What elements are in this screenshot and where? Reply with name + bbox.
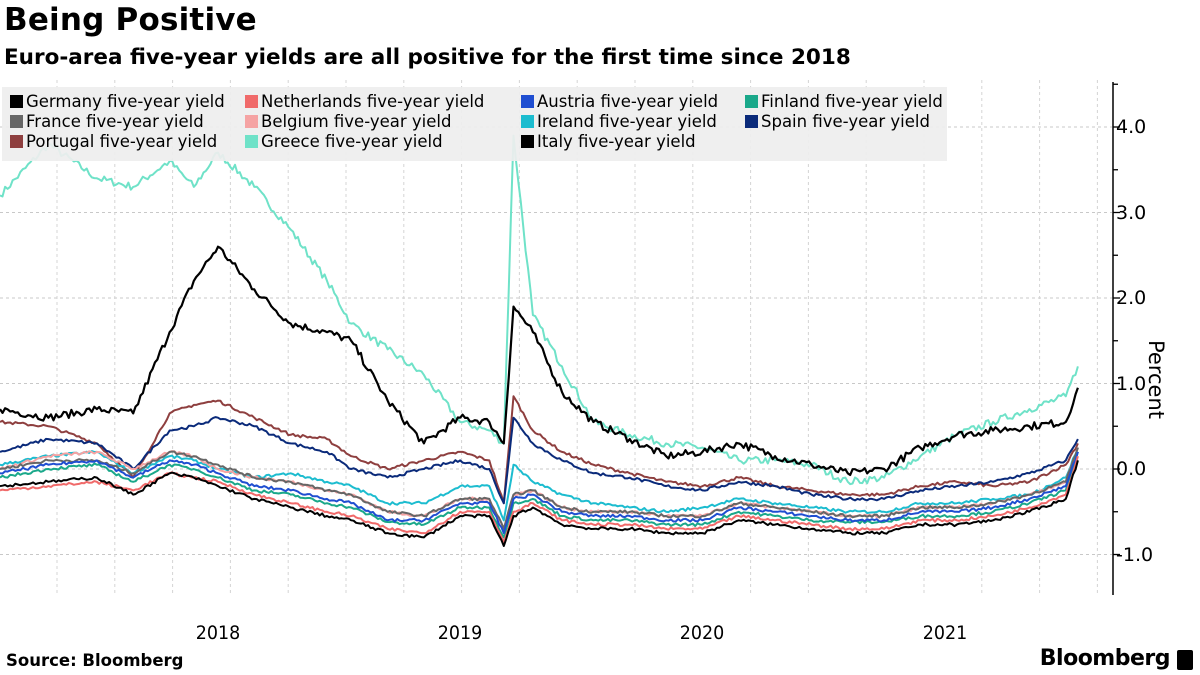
legend-label: Portugal five-year yield: [26, 132, 218, 151]
legend-swatch: [10, 135, 23, 148]
legend-swatch: [521, 135, 534, 148]
legend: Germany five-year yield Netherlands five-…: [2, 87, 947, 161]
legend-label: Belgium five-year yield: [261, 112, 452, 131]
series-lines: [0, 134, 1079, 547]
series-line-netherlands: [0, 455, 1079, 543]
legend-item: Germany five-year yield: [10, 92, 225, 112]
y-tick-label: 2.0: [1116, 287, 1147, 309]
legend-label: France five-year yield: [26, 112, 204, 131]
legend-item: Netherlands five-year yield: [245, 92, 484, 112]
legend-swatch: [245, 135, 258, 148]
chart-subtitle: Euro-area five-year yields are all posit…: [4, 45, 851, 70]
legend-item: Austria five-year yield: [521, 92, 718, 112]
y-tick-label: 1.0: [1116, 372, 1147, 395]
legend-swatch: [245, 95, 258, 108]
legend-swatch: [521, 115, 534, 128]
series-line-ireland: [0, 447, 1079, 522]
series-line-greece: [0, 134, 1079, 486]
legend-label: Germany five-year yield: [26, 92, 225, 111]
series-line-austria: [0, 451, 1079, 535]
source-note: Source: Bloomberg: [6, 651, 184, 670]
legend-label: Finland five-year yield: [761, 92, 943, 111]
bloomberg-logo: Bloomberg: [1039, 646, 1171, 671]
y-tick-label: -1.0: [1116, 543, 1154, 566]
series-line-germany: [0, 460, 1079, 547]
series-line-spain: [0, 416, 1079, 505]
legend-label: Italy five-year yield: [537, 132, 696, 151]
legend-label: Ireland five-year yield: [537, 112, 717, 131]
line-chart: [0, 80, 1120, 595]
chart-title: Being Positive: [4, 2, 257, 38]
series-line-portugal: [0, 395, 1079, 505]
legend-label: Spain five-year yield: [761, 112, 930, 131]
x-tick-label: 2019: [437, 622, 483, 644]
legend-swatch: [245, 115, 258, 128]
legend-item: Spain five-year yield: [745, 112, 930, 132]
x-tick-label: 2020: [680, 622, 725, 644]
y-axis-label: Percent: [1144, 340, 1168, 420]
y-tick-label: 3.0: [1116, 201, 1147, 224]
legend-item: France five-year yield: [10, 112, 204, 132]
legend-label: Greece five-year yield: [261, 132, 443, 151]
series-line-france: [0, 447, 1079, 530]
series-line-italy: [0, 245, 1079, 477]
legend-item: Ireland five-year yield: [521, 112, 717, 132]
legend-item: Portugal five-year yield: [10, 132, 217, 152]
legend-item: Greece five-year yield: [245, 132, 443, 152]
legend-item: Finland five-year yield: [745, 92, 943, 112]
series-line-finland: [0, 451, 1079, 539]
legend-item: Italy five-year yield: [521, 132, 696, 152]
y-tick-label: 4.0: [1116, 116, 1147, 138]
legend-swatch: [745, 115, 758, 128]
legend-swatch: [521, 95, 534, 108]
legend-swatch: [10, 95, 23, 108]
legend-swatch: [745, 95, 758, 108]
y-tick-label: 0.0: [1116, 458, 1147, 480]
bloomberg-logo-icon: [1177, 650, 1193, 670]
legend-swatch: [10, 115, 23, 128]
x-tick-label: 2021: [922, 622, 967, 644]
legend-item: Belgium five-year yield: [245, 112, 451, 132]
x-tick-label: 2018: [195, 622, 241, 644]
y-axis: [1112, 82, 1120, 595]
legend-label: Netherlands five-year yield: [261, 92, 485, 111]
legend-label: Austria five-year yield: [537, 92, 719, 111]
